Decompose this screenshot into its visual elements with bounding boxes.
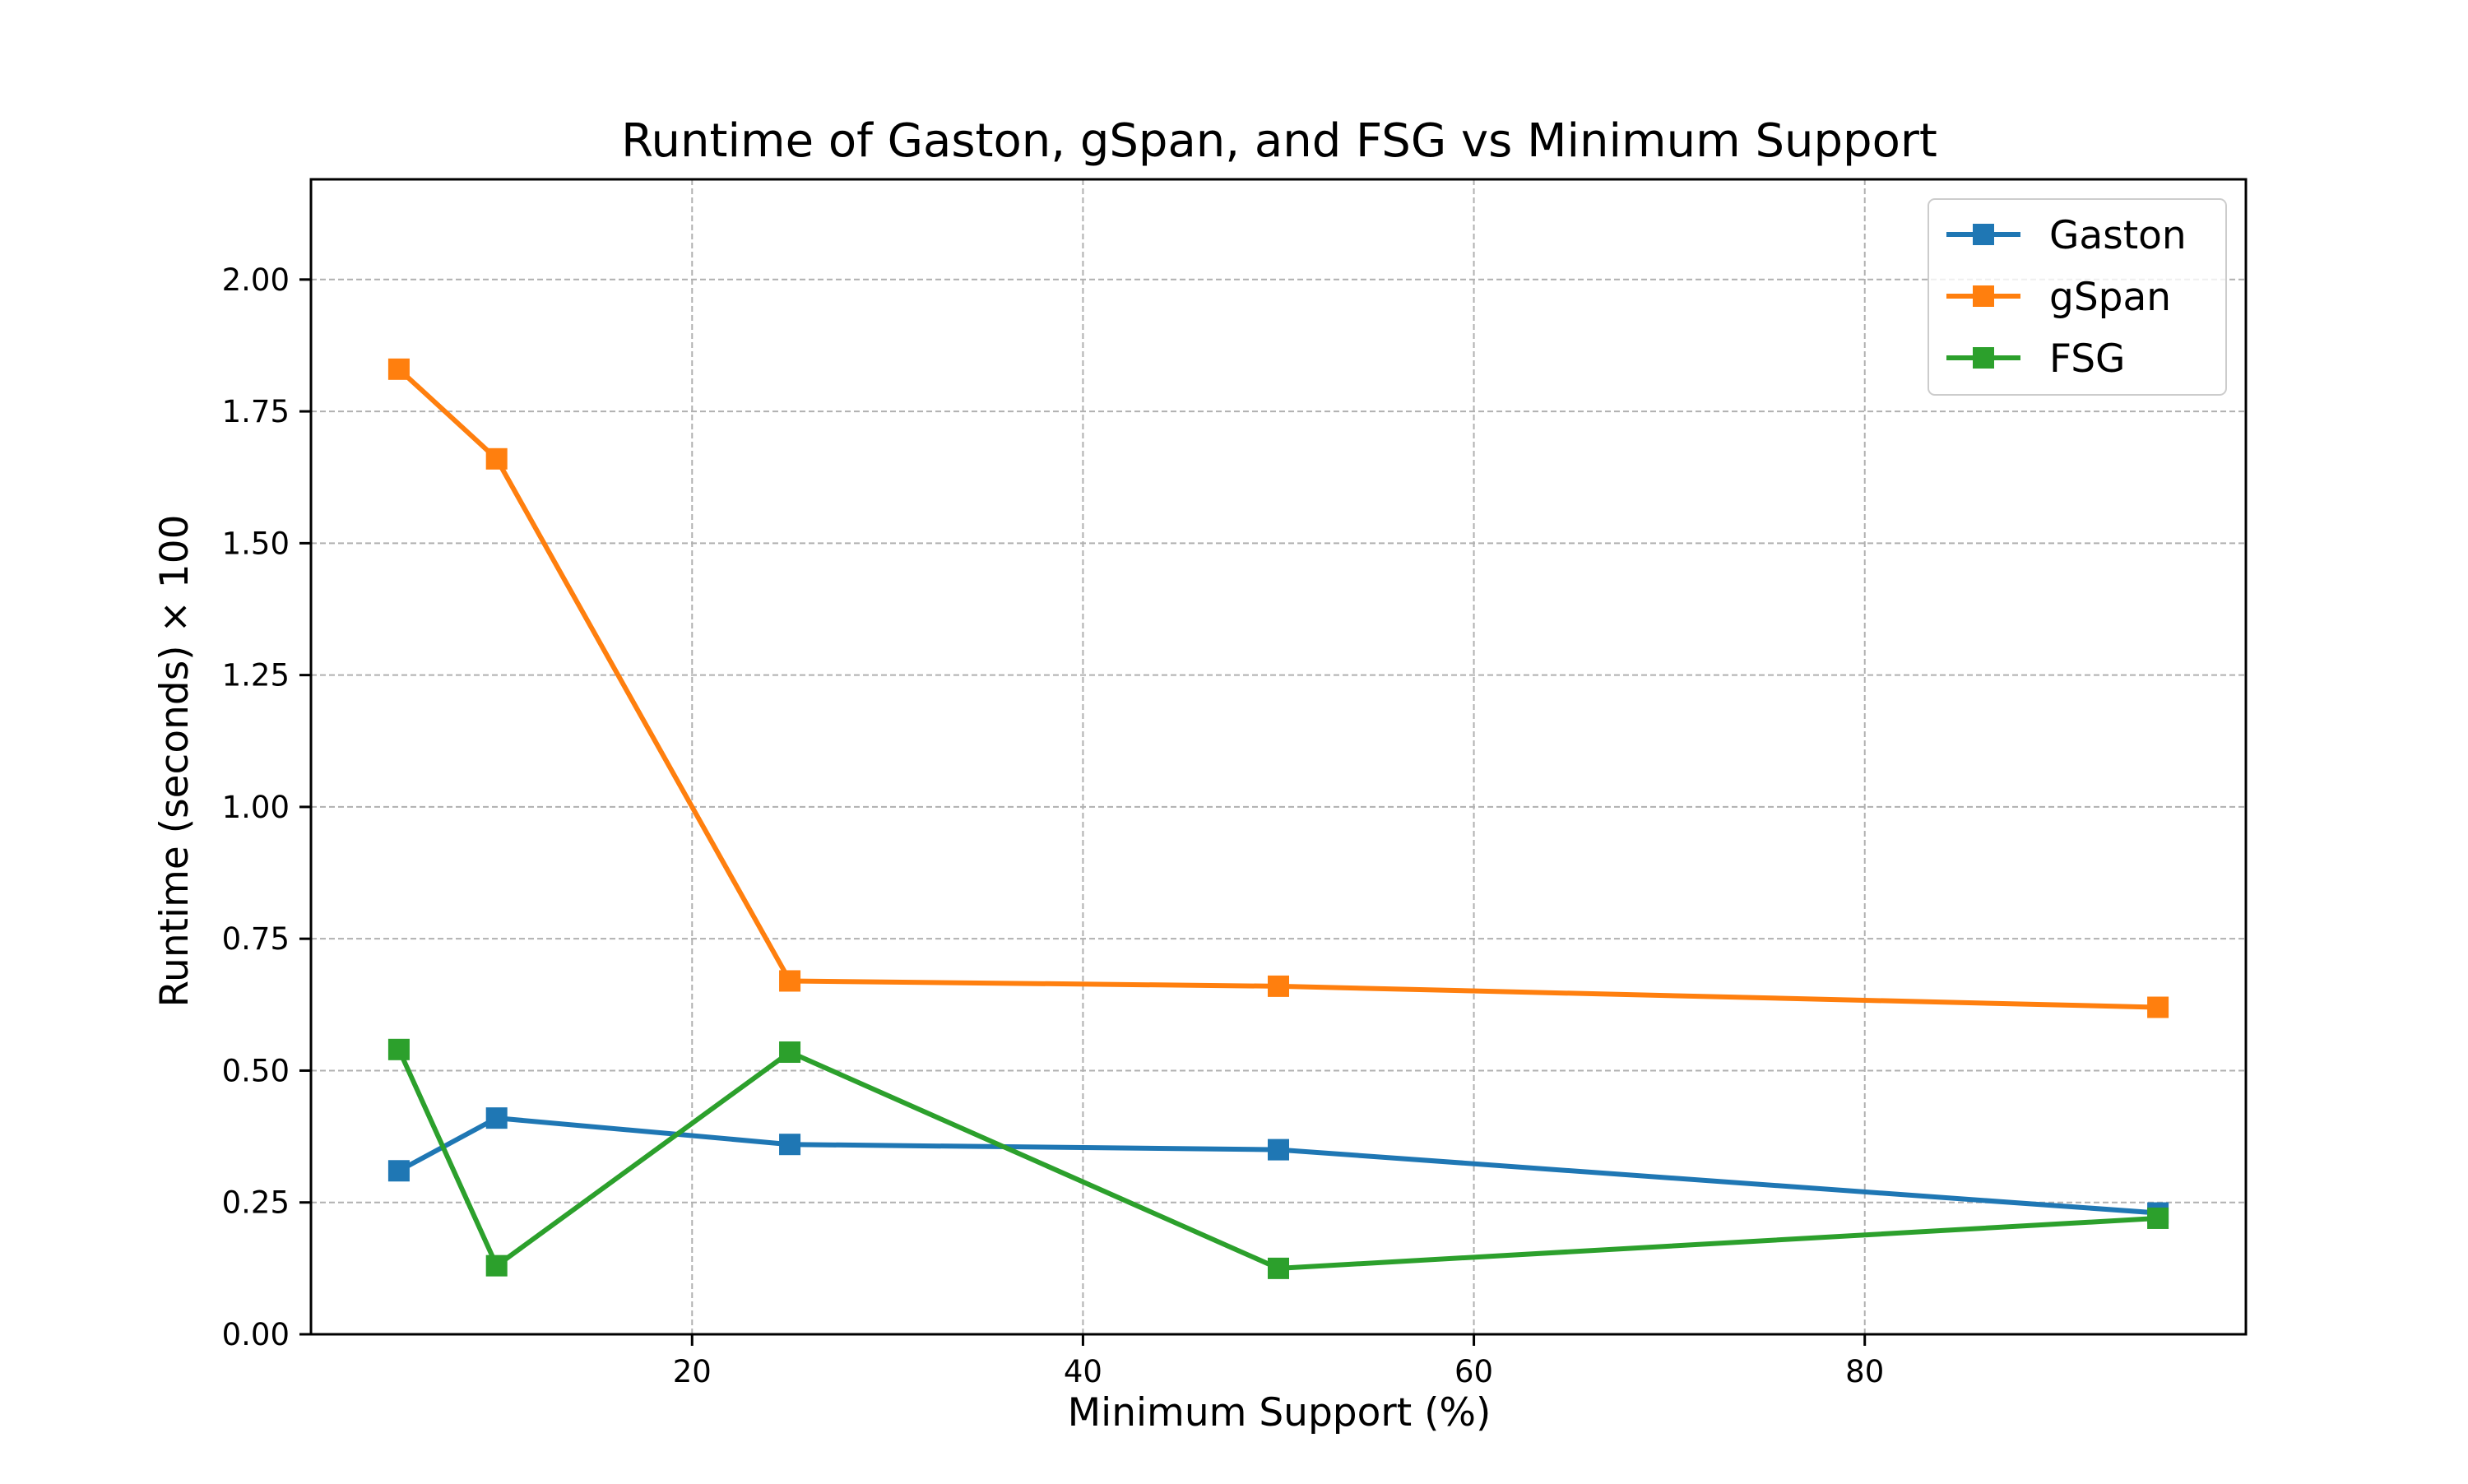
grid [311,179,2246,1334]
legend-marker-swatch [1973,285,1994,307]
data-point-marker [485,1254,508,1277]
x-tick-label: 40 [1064,1354,1102,1389]
data-point-marker [1268,975,1289,997]
y-tick-label: 2.00 [222,262,290,298]
x-axis-label: Minimum Support (%) [1068,1390,1491,1435]
data-point-marker [387,1038,410,1060]
y-tick-label: 0.25 [222,1185,290,1221]
legend-item-fsg: FSG [1946,336,2125,382]
legend-marker-swatch [1973,347,1994,369]
data-point-marker [485,1107,508,1129]
series-fsg [387,1038,2169,1279]
y-tick-label: 1.25 [222,658,290,693]
data-point-marker [1268,1257,1289,1279]
data-point-marker [1268,1139,1289,1161]
x-tick-label: 80 [1845,1354,1884,1389]
data-point-marker [779,1134,801,1156]
legend: Gaston gSpan FSG [1928,198,2227,396]
y-tick-label: 1.75 [222,394,290,429]
y-tick-label: 1.50 [222,526,290,561]
legend-label: Gaston [2049,213,2187,258]
data-point-marker [387,358,410,380]
legend-box [1928,198,2227,396]
data-point-marker [779,970,801,992]
y-axis-label: Runtime (seconds) × 100 [152,515,197,1008]
data-point-marker [485,448,508,470]
legend-label: FSG [2049,336,2125,382]
x-tick-label: 60 [1454,1354,1493,1389]
legend-marker-swatch [1973,224,1994,245]
axis-ticks: 20 40 60 80 0.00 0.25 0.50 0.75 1.00 1.25 1.50 1.75… [222,262,1885,1389]
y-tick-label: 1.00 [222,790,290,825]
y-tick-label: 0.50 [222,1053,290,1088]
plot-area-frame [309,178,2248,1336]
legend-item-gaston: Gaston [1946,213,2187,258]
y-tick-label: 0.00 [222,1317,290,1352]
y-tick-label: 0.75 [222,921,290,957]
data-point-marker [2147,996,2169,1018]
data-point-marker [779,1041,801,1064]
series-layer [387,358,2169,1279]
series-gspan [387,358,2169,1018]
x-tick-label: 20 [673,1354,712,1389]
data-point-marker [2147,1207,2169,1229]
legend-label: gSpan [2049,275,2171,320]
data-point-marker [387,1160,410,1182]
legend-item-gspan: gSpan [1946,275,2171,320]
chart-title: Runtime of Gaston, gSpan, and FSG vs Min… [621,114,1937,168]
